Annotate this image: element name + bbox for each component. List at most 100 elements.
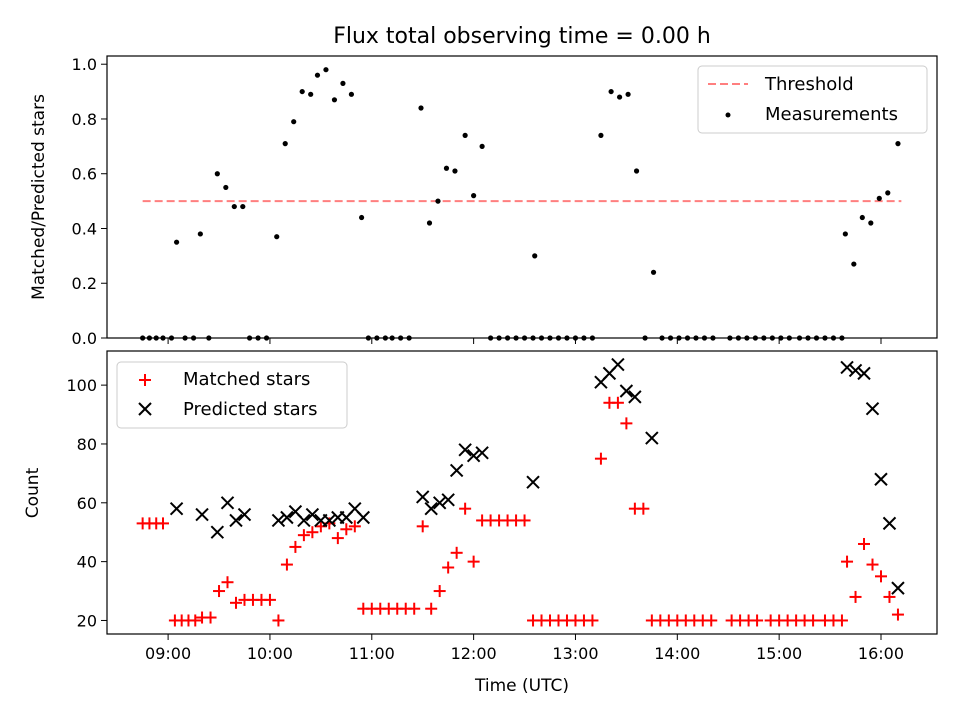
- matched-star-point: [620, 417, 633, 430]
- predicted-star-point: [432, 496, 447, 510]
- measurement-point: [616, 94, 623, 100]
- legend-threshold-label: Threshold: [764, 74, 854, 95]
- predicted-star-point: [297, 513, 311, 528]
- measurement-point: [240, 203, 246, 210]
- matched-star-point: [331, 532, 344, 545]
- predicted-star-point: [305, 507, 320, 522]
- y-axis-label-bottom: Count: [23, 467, 43, 518]
- matched-star-point: [425, 602, 438, 615]
- measurement-point: [314, 72, 321, 78]
- matched-star-point: [433, 585, 446, 598]
- chart-title: Flux total observing time = 0.00 h: [333, 24, 711, 49]
- measurement-point: [214, 171, 220, 177]
- x-axis-label: Time (UTC): [474, 676, 569, 696]
- predicted-star-point: [857, 366, 871, 381]
- measurement-point: [479, 143, 485, 149]
- measurement-point: [471, 193, 477, 199]
- measurement-point: [331, 97, 338, 103]
- measurement-point: [895, 141, 901, 147]
- y-tick-label: 0.2: [72, 274, 97, 293]
- matched-star-point: [289, 540, 302, 553]
- predicted-star-point: [449, 463, 464, 478]
- measurement-point: [462, 132, 468, 138]
- matched-star-point: [340, 523, 353, 536]
- measurement-point: [323, 67, 329, 73]
- bottom-marks: [136, 357, 905, 627]
- predicted-star-point: [475, 446, 489, 460]
- matched-star-point: [518, 514, 531, 527]
- predicted-star-point: [865, 401, 880, 416]
- measurement-point: [885, 190, 891, 196]
- measurement-point: [608, 88, 614, 95]
- matched-star-point: [450, 546, 463, 559]
- matched-star-point: [849, 590, 862, 603]
- measurement-point: [197, 231, 203, 237]
- matched-star-point: [751, 614, 764, 627]
- predicted-star-point: [645, 431, 659, 445]
- measurement-point: [223, 184, 229, 191]
- matched-star-point: [348, 520, 361, 533]
- measurement-point: [633, 168, 640, 174]
- legend-matched-swatch: [139, 374, 151, 386]
- measurement-point: [842, 231, 848, 237]
- predicted-star-point: [415, 490, 430, 504]
- legend-measurements-swatch: [725, 112, 731, 118]
- matched-star-point: [229, 596, 242, 609]
- predicted-star-point: [169, 501, 184, 516]
- matched-star-point: [586, 614, 599, 627]
- predicted-star-point: [424, 501, 438, 516]
- x-tick-label: 11:00: [349, 644, 395, 663]
- predicted-star-point: [848, 363, 863, 378]
- measurement-point: [340, 80, 346, 86]
- matched-star-point: [204, 611, 217, 624]
- x-tick-label: 09:00: [145, 644, 191, 663]
- matched-star-point: [883, 590, 896, 603]
- bottom-x-ticks: 09:00 10:00 11:00 12:00 13:00 14:00 15:00 16:00: [145, 634, 904, 663]
- predicted-star-point: [874, 472, 888, 486]
- predicted-star-point: [441, 493, 455, 507]
- top-x-ticks: [167, 338, 882, 344]
- measurement-point: [291, 119, 297, 125]
- x-tick-label: 15:00: [756, 644, 802, 663]
- measurement-point: [851, 261, 857, 267]
- matched-star-point: [221, 576, 234, 589]
- measurement-point: [650, 269, 657, 275]
- predicted-star-point: [280, 510, 294, 525]
- legend-matched-label: Matched stars: [183, 369, 310, 390]
- matched-star-point: [467, 555, 480, 568]
- matched-star-point: [611, 396, 624, 409]
- matched-star-point: [594, 452, 607, 465]
- predicted-star-point: [271, 513, 286, 528]
- measurement-point: [426, 220, 433, 226]
- matched-star-point: [835, 614, 848, 627]
- panel-top: Flux total observing time = 0.00 h Match…: [29, 24, 938, 348]
- predicted-star-point: [229, 513, 243, 528]
- predicted-star-point: [466, 449, 481, 463]
- measurement-point: [532, 253, 538, 259]
- legend-top-frame: [697, 65, 928, 134]
- measurement-point: [274, 234, 280, 240]
- x-tick-label: 16:00: [858, 644, 904, 663]
- measurement-point: [435, 198, 441, 204]
- matched-star-point: [263, 593, 276, 606]
- matched-star-point: [866, 558, 879, 571]
- measurement-point: [868, 220, 874, 226]
- predicted-star-point: [220, 496, 235, 510]
- legend-predicted-label: Predicted stars: [183, 399, 317, 420]
- matched-star-point: [637, 502, 650, 515]
- matched-star-point: [416, 520, 429, 533]
- y-tick-label: 40: [77, 553, 97, 572]
- measurement-point: [418, 105, 424, 111]
- legend-bottom-frame: [116, 361, 348, 429]
- panel-bottom: Count 20 40 60 80 100 09:00 10:00 11:00 12:00 13…: [23, 350, 938, 696]
- predicted-star-point: [458, 443, 472, 457]
- legend-bottom: Matched stars Predicted stars: [116, 361, 348, 429]
- predicted-star-point: [210, 525, 225, 539]
- y-tick-label: 0.0: [72, 329, 97, 348]
- plot-frame-top: [106, 55, 938, 339]
- matched-star-point: [807, 614, 820, 627]
- top-y-ticks: 0.0 0.2 0.4 0.6 0.8 1.0: [72, 55, 107, 348]
- measurement-point: [625, 91, 631, 97]
- y-tick-label: 0.6: [72, 165, 97, 184]
- matched-star-point: [213, 585, 226, 598]
